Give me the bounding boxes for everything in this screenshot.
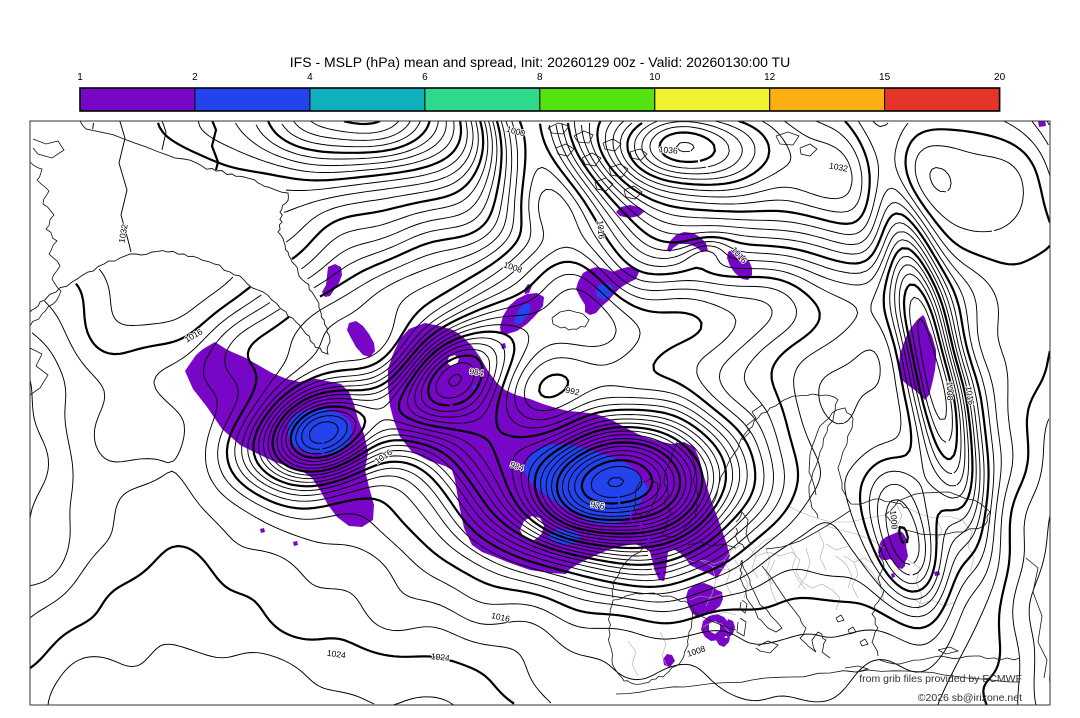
svg-text:6: 6: [422, 72, 428, 83]
svg-text:12: 12: [764, 72, 776, 83]
svg-text:1032: 1032: [828, 160, 849, 173]
svg-text:1000: 1000: [505, 124, 526, 139]
svg-text:from grib files provided by EC: from grib files provided by ECMWF: [859, 673, 1022, 685]
svg-text:8: 8: [537, 72, 543, 83]
svg-text:1036: 1036: [658, 144, 678, 156]
svg-text:20: 20: [994, 72, 1006, 83]
svg-text:©2026 sb@irizone.net: ©2026 sb@irizone.net: [918, 692, 1022, 704]
svg-text:1024: 1024: [430, 651, 450, 663]
svg-text:10: 10: [649, 72, 661, 83]
svg-text:IFS - MSLP (hPa) mean and spre: IFS - MSLP (hPa) mean and spread, Init: …: [290, 54, 790, 70]
svg-text:1000: 1000: [888, 510, 900, 530]
svg-text:15: 15: [879, 72, 891, 83]
svg-text:1024: 1024: [326, 648, 346, 661]
svg-text:1032: 1032: [116, 223, 129, 244]
svg-text:976: 976: [590, 499, 606, 511]
svg-text:2: 2: [192, 72, 198, 83]
svg-text:4: 4: [307, 72, 313, 83]
svg-text:984: 984: [469, 366, 485, 378]
svg-text:1008: 1008: [945, 381, 956, 401]
svg-text:992: 992: [565, 385, 581, 398]
svg-text:1016: 1016: [963, 385, 976, 406]
svg-text:1016: 1016: [490, 610, 511, 624]
svg-text:1: 1: [77, 72, 83, 83]
svg-text:1016: 1016: [595, 220, 607, 240]
